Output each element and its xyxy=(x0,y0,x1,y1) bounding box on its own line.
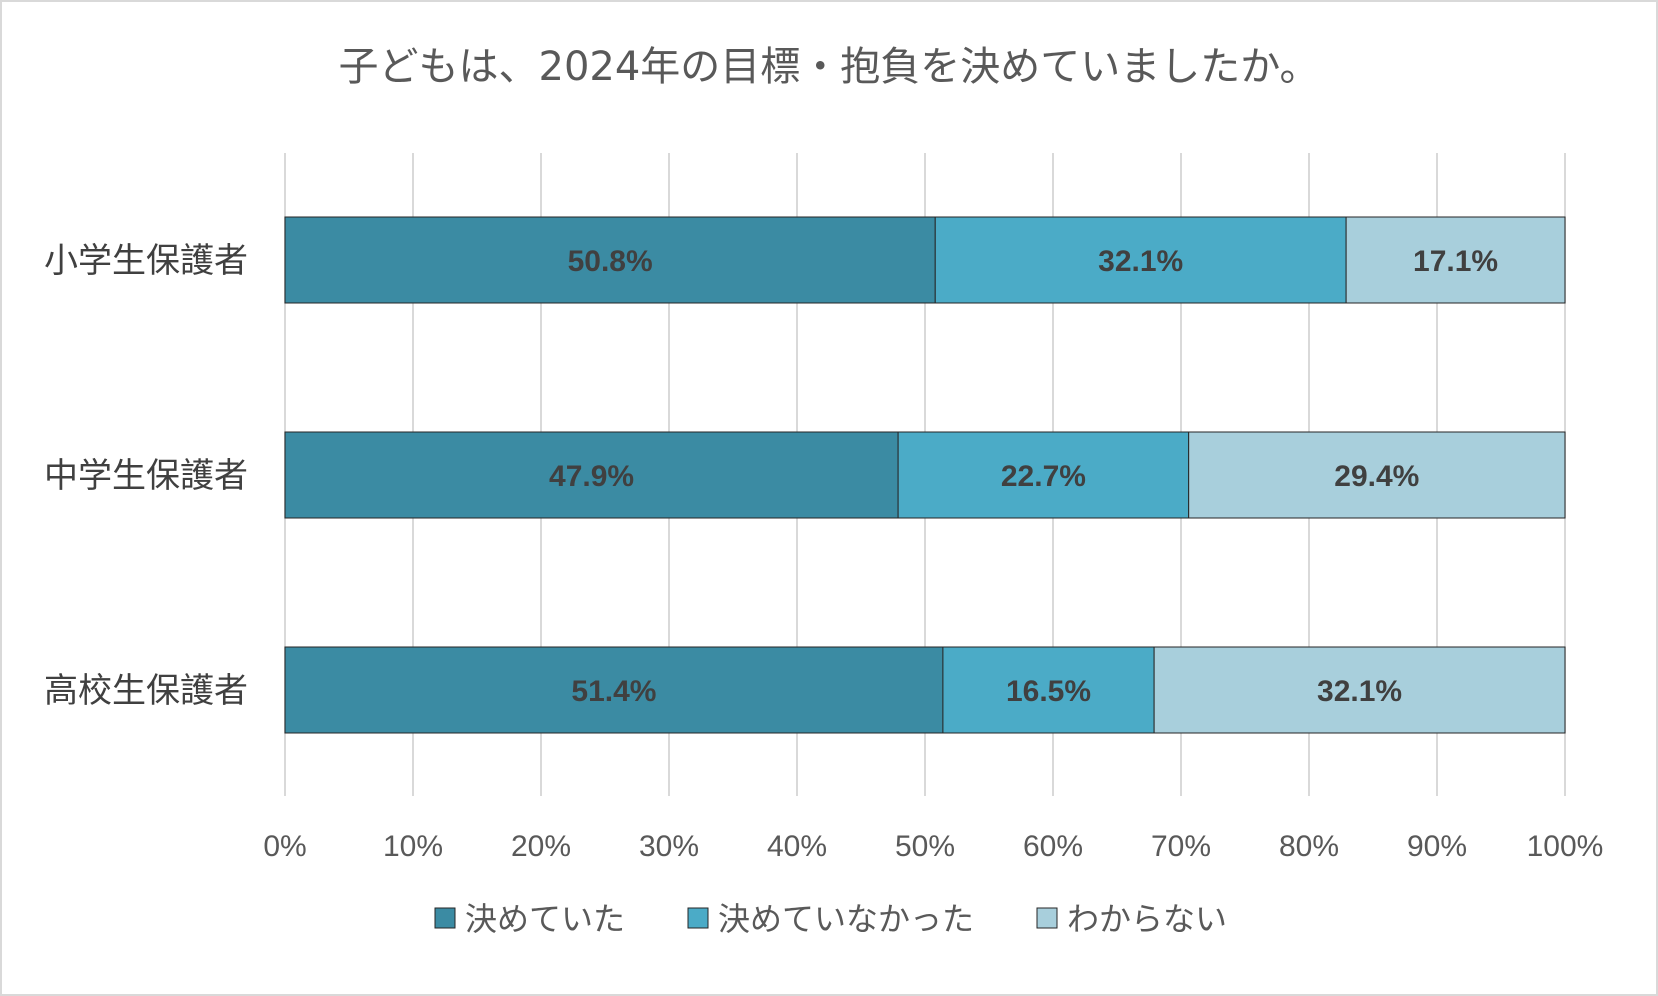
bar-segment xyxy=(284,216,936,304)
x-tick-label: 30% xyxy=(639,830,699,863)
bar-segment xyxy=(1188,431,1566,519)
bar-segment xyxy=(284,431,899,519)
data-label: 16.5% xyxy=(1006,675,1091,708)
x-tick-label: 100% xyxy=(1527,830,1604,863)
x-tick-label: 70% xyxy=(1151,830,1211,863)
data-label: 32.1% xyxy=(1098,245,1183,278)
legend: 決めていた 決めていなかった わからない xyxy=(434,900,1227,938)
x-tick-label: 10% xyxy=(383,830,443,863)
x-tick-label: 40% xyxy=(767,830,827,863)
data-label: 32.1% xyxy=(1317,675,1402,708)
x-tick-label: 90% xyxy=(1407,830,1467,863)
bar-segment xyxy=(897,431,1190,519)
data-label: 51.4% xyxy=(571,675,656,708)
x-tick-label: 20% xyxy=(511,830,571,863)
legend-swatch xyxy=(687,907,709,929)
x-tick-label: 50% xyxy=(895,830,955,863)
legend-label: 決めていなかった xyxy=(718,900,974,938)
x-tick-label: 0% xyxy=(263,830,306,863)
data-label: 47.9% xyxy=(549,460,634,493)
category-label: 中学生保護者 xyxy=(44,456,248,496)
bar-segment xyxy=(1345,216,1566,304)
legend-label: 決めていた xyxy=(465,900,625,938)
x-axis-tick-labels: 0% 10% 20% 30% 40% 50% 60% 70% 80% 90% 100% xyxy=(263,830,1603,863)
data-label: 29.4% xyxy=(1334,460,1419,493)
data-label: 17.1% xyxy=(1413,245,1498,278)
x-tick-label: 80% xyxy=(1279,830,1339,863)
legend-label: わからない xyxy=(1067,900,1227,938)
data-label: 50.8% xyxy=(568,245,653,278)
bars: 50.8% 32.1% 17.1% 47.9% 22.7% 29.4% 51.4% 16.5%… xyxy=(284,216,1566,734)
x-tick-label: 60% xyxy=(1023,830,1083,863)
legend-swatch xyxy=(1036,907,1058,929)
data-label: 22.7% xyxy=(1001,460,1086,493)
category-label: 小学生保護者 xyxy=(44,241,248,281)
chart-title: 子どもは、2024年の目標・抱負を決めていましたか。 xyxy=(339,44,1320,90)
bar-segment xyxy=(942,646,1155,734)
bar-segment xyxy=(934,216,1347,304)
bar-segment xyxy=(1153,646,1566,734)
category-label: 高校生保護者 xyxy=(44,671,248,711)
legend-swatch xyxy=(434,907,456,929)
